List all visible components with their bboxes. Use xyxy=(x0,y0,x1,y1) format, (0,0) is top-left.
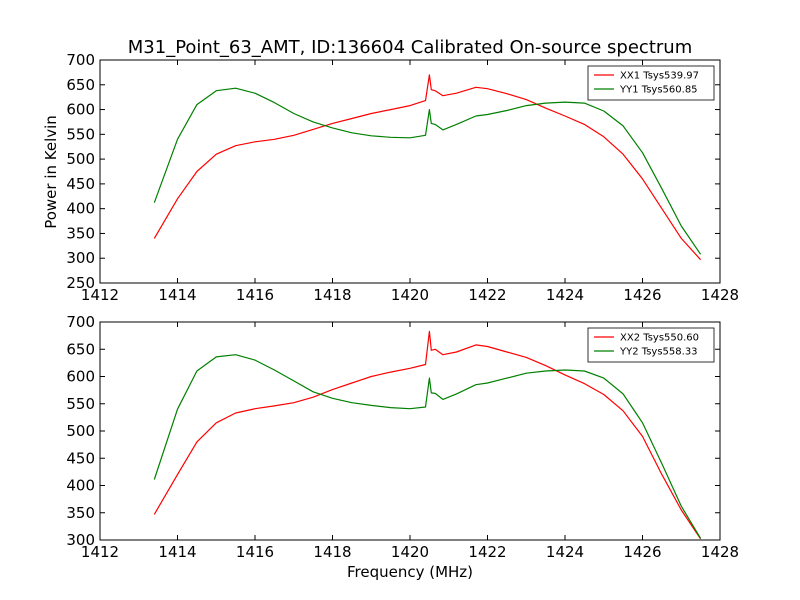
x-tick-label: 1428 xyxy=(701,543,739,561)
y-tick-label: 650 xyxy=(66,340,95,358)
x-tick-label: 1424 xyxy=(546,286,584,304)
lower-plot: 1412 1414 1416 1418 1420 1422 1424 1426 1428 300 3… xyxy=(66,313,739,561)
legend-label: XX1 Tsys539.97 xyxy=(620,71,699,82)
x-tick-label: 1426 xyxy=(623,286,661,304)
y-tick-label: 450 xyxy=(66,175,95,193)
legend-label: XX2 Tsys550.60 xyxy=(620,333,699,344)
y-tick-label: 300 xyxy=(66,531,95,549)
series-line-2 xyxy=(153,87,702,255)
y-tick-label: 300 xyxy=(66,249,95,267)
y-tick-label: 400 xyxy=(66,200,95,218)
x-tick-label: 1422 xyxy=(468,286,506,304)
legend-label: YY2 Tsys558.33 xyxy=(619,347,698,358)
x-tick-label: 1414 xyxy=(158,286,196,304)
y-tick-label: 700 xyxy=(66,51,95,69)
chart-title: M31_Point_63_AMT, ID:136604 Calibrated O… xyxy=(128,37,692,58)
x-tick-label: 1416 xyxy=(236,286,274,304)
x-tick-label: 1412 xyxy=(81,286,119,304)
y-tick-label: 350 xyxy=(66,504,95,522)
x-tick-label: 1418 xyxy=(313,543,351,561)
x-tick-label: 1426 xyxy=(623,543,661,561)
upper-plot: 1412 1414 1416 1418 1420 1422 1424 1426 1428 250 3… xyxy=(66,51,739,304)
x-axis-label: Frequency (MHz) xyxy=(347,563,473,581)
legend: XX2 Tsys550.60 YY2 Tsys558.33 xyxy=(587,327,715,363)
x-tick-label: 1428 xyxy=(701,286,739,304)
y-tick-label: 250 xyxy=(66,274,95,292)
x-tick-label: 1424 xyxy=(546,543,584,561)
x-tick-label: 1416 xyxy=(236,543,274,561)
x-tick-label: 1420 xyxy=(391,286,429,304)
y-tick-label: 550 xyxy=(66,395,95,413)
series-line-1 xyxy=(153,330,702,540)
series-line-1 xyxy=(153,74,702,261)
y-tick-label: 650 xyxy=(66,76,95,94)
x-tick-label: 1414 xyxy=(158,543,196,561)
legend-box xyxy=(587,327,715,363)
y-tick-label: 450 xyxy=(66,449,95,467)
y-tick-label: 600 xyxy=(66,101,95,119)
y-tick-label: 500 xyxy=(66,150,95,168)
series-line-2 xyxy=(153,354,702,539)
x-tick-label: 1418 xyxy=(313,286,351,304)
y-tick-label: 600 xyxy=(66,368,95,386)
y-tick-label: 400 xyxy=(66,477,95,495)
y-axis-label: Power in Kelvin xyxy=(42,115,60,229)
legend-label: YY1 Tsys560.85 xyxy=(619,85,698,96)
y-tick-label: 550 xyxy=(66,125,95,143)
x-tick-label: 1422 xyxy=(468,543,506,561)
y-tick-label: 350 xyxy=(66,224,95,242)
y-tick-label: 700 xyxy=(66,313,95,331)
x-tick-label: 1412 xyxy=(81,543,119,561)
y-tick-label: 500 xyxy=(66,422,95,440)
x-tick-label: 1420 xyxy=(391,543,429,561)
legend-box xyxy=(587,65,715,101)
legend: XX1 Tsys539.97 YY1 Tsys560.85 xyxy=(587,65,715,101)
